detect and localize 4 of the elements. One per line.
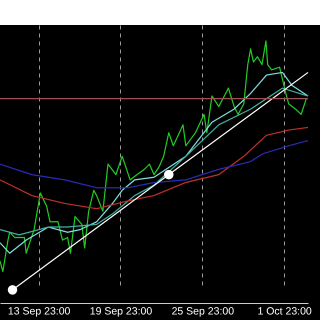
x-tick-label: 1 Oct 23:00: [257, 306, 312, 318]
x-tick-label: 13 Sep 23:00: [8, 306, 71, 318]
x-tick-label: 25 Sep 23:00: [172, 306, 234, 318]
x-tick-label: 19 Sep 23:00: [90, 306, 152, 318]
